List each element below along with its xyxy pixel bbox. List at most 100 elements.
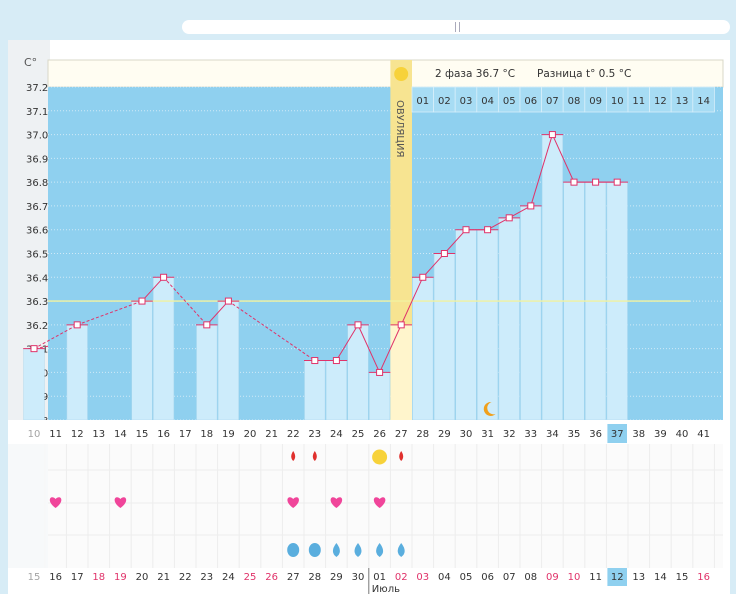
temp-point (527, 202, 535, 210)
sun-icon (394, 67, 409, 81)
temp-bar (325, 360, 347, 421)
cycle-day-label: 21 (265, 429, 278, 440)
heart-icon (373, 497, 386, 508)
temp-bar (477, 229, 499, 421)
cycle-day-label: 26 (373, 429, 386, 440)
y-tick-label: 36.8 (26, 178, 48, 189)
temp-bar (23, 348, 45, 421)
phase2-day-label: 09 (589, 96, 602, 107)
cycle-day-label: 16 (157, 429, 170, 440)
temp-line-segment (422, 253, 445, 278)
cycle-day-label: 31 (481, 429, 494, 440)
y-tick-label: 36.4 (26, 273, 48, 284)
y-tick-label: 36.9 (26, 154, 48, 165)
blood-drop-icon (399, 451, 404, 461)
phase2-day-label: 05 (503, 96, 516, 107)
temp-line-segment (335, 324, 359, 361)
phase2-day-label: 11 (632, 96, 645, 107)
cycle-day-label: 22 (287, 429, 300, 440)
temp-bar (66, 324, 88, 421)
phase2-day-label: 14 (697, 96, 710, 107)
calendar-date-label: 13 (632, 572, 645, 583)
cycle-day-label: 23 (308, 429, 321, 440)
y-tick-label: 37.1 (26, 107, 48, 118)
calendar-date-label: 01 (373, 572, 386, 583)
temp-bar (412, 277, 434, 421)
temp-bar (131, 300, 153, 421)
cycle-day-label: 15 (136, 429, 149, 440)
temp-line-segment (400, 277, 424, 326)
cycle-day-label: 38 (632, 429, 645, 440)
temp-line-segment (444, 229, 467, 254)
cycle-day-label: 17 (179, 429, 192, 440)
cycle-day-label: 32 (503, 429, 516, 440)
temp-line-segment (228, 300, 316, 361)
cycle-day-label: 33 (524, 429, 537, 440)
calendar-date-label: 07 (503, 572, 516, 583)
temp-point (160, 273, 168, 281)
heart-icon (114, 497, 127, 508)
cycle-day-label: 11 (49, 429, 62, 440)
temp-bar (541, 134, 563, 421)
scrollbar-grip[interactable] (455, 22, 460, 32)
horizontal-scrollbar[interactable] (182, 20, 730, 34)
temp-bar (304, 360, 326, 421)
cycle-day-label: 37 (611, 429, 624, 440)
cycle-day-label: 24 (330, 429, 343, 440)
calendar-date-label: 16 (49, 572, 62, 583)
calendar-date-label: 24 (222, 572, 235, 583)
x-axis-strip (8, 420, 723, 444)
phase2-day-label: 03 (460, 96, 473, 107)
temp-point (484, 226, 492, 234)
unit-label: C° (24, 56, 37, 69)
markers-area (48, 444, 723, 568)
temp-point (592, 178, 600, 186)
phase2-day-label: 02 (438, 96, 451, 107)
y-tick-label: 37.0 (26, 131, 48, 142)
temp-line-segment (551, 134, 575, 183)
calendar-date-label: 06 (481, 572, 494, 583)
water-drop-icon (354, 543, 362, 557)
temp-line-segment (487, 217, 510, 231)
temp-point (73, 321, 81, 329)
temp-bar (347, 324, 369, 421)
blood-drop-icon (291, 451, 296, 461)
temp-bar (498, 217, 520, 421)
phase2-day-label: 07 (546, 96, 559, 107)
calendar-date-label: 28 (308, 572, 321, 583)
calendar-date-label: 25 (244, 572, 257, 583)
cycle-day-label: 19 (222, 429, 235, 440)
cycle-day-label: 40 (676, 429, 689, 440)
calendar-date-label: 23 (200, 572, 213, 583)
water-drop-icon (332, 543, 340, 557)
temp-point (311, 357, 319, 365)
ovulation-label: ОВУЛЯЦИЯ (394, 100, 405, 158)
temp-point (138, 297, 146, 305)
cycle-day-label: 20 (244, 429, 257, 440)
cycle-day-label: 41 (697, 429, 710, 440)
temp-point (570, 178, 578, 186)
highlighted-date-cell (607, 568, 627, 586)
calendar-date-label: 17 (71, 572, 84, 583)
temp-line-segment (530, 134, 553, 207)
calendar-date-label: 08 (524, 572, 537, 583)
phase2-day-label: 08 (568, 96, 581, 107)
temp-line-segment (163, 276, 208, 326)
ovulation-bar (390, 324, 412, 420)
calendar-date-label: 18 (92, 572, 105, 583)
cycle-day-label: 18 (200, 429, 213, 440)
phase2-day-label: 04 (481, 96, 494, 107)
y-tick-label: 36.6 (26, 226, 48, 237)
temp-bar (455, 229, 477, 421)
calendar-date-label: 11 (589, 572, 602, 583)
cycle-day-label: 35 (568, 429, 581, 440)
phase2-day-label: 12 (654, 96, 667, 107)
temp-point (224, 297, 232, 305)
phase2-label: 2 фаза 36.7 °C (435, 68, 515, 80)
temp-point (203, 321, 211, 329)
temp-point (505, 214, 513, 222)
cycle-day-label: 30 (460, 429, 473, 440)
calendar-date-label: 14 (654, 572, 667, 583)
phase2-day-label: 13 (676, 96, 689, 107)
phase2-day-label: 10 (611, 96, 624, 107)
